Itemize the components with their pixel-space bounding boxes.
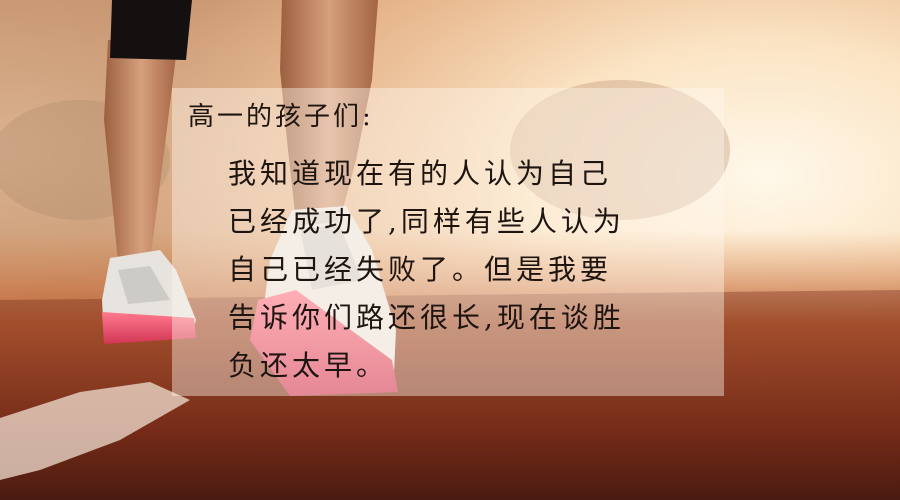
salutation: 高一的孩子们:: [188, 102, 374, 132]
right-shoe-detail: [300, 226, 362, 290]
message-line: 已经成功了,同样有些人认为: [228, 205, 625, 238]
message-line: 告诉你们路还很长,现在谈胜: [228, 301, 625, 334]
right-leg: [280, 0, 378, 222]
running-track: [0, 230, 900, 500]
left-shoe-detail: [118, 266, 170, 304]
right-shoe-lace: [296, 210, 340, 226]
track-texture: [0, 290, 900, 500]
message-body: 我知道现在有的人认为自己 已经成功了,同样有些人认为 自己已经失败了。但是我要 …: [228, 150, 658, 390]
distant-tree: [510, 80, 730, 220]
left-leg: [104, 40, 178, 262]
lane-line: [0, 382, 190, 480]
left-shorts: [110, 0, 192, 60]
message-line: 自己已经失败了。但是我要: [228, 253, 613, 286]
message-line: 负还太早。: [228, 349, 389, 382]
message-line: 我知道现在有的人认为自己: [228, 157, 613, 190]
left-shoe-sole: [102, 312, 196, 344]
text-panel: [172, 88, 724, 396]
right-shoe-sole: [250, 290, 398, 396]
